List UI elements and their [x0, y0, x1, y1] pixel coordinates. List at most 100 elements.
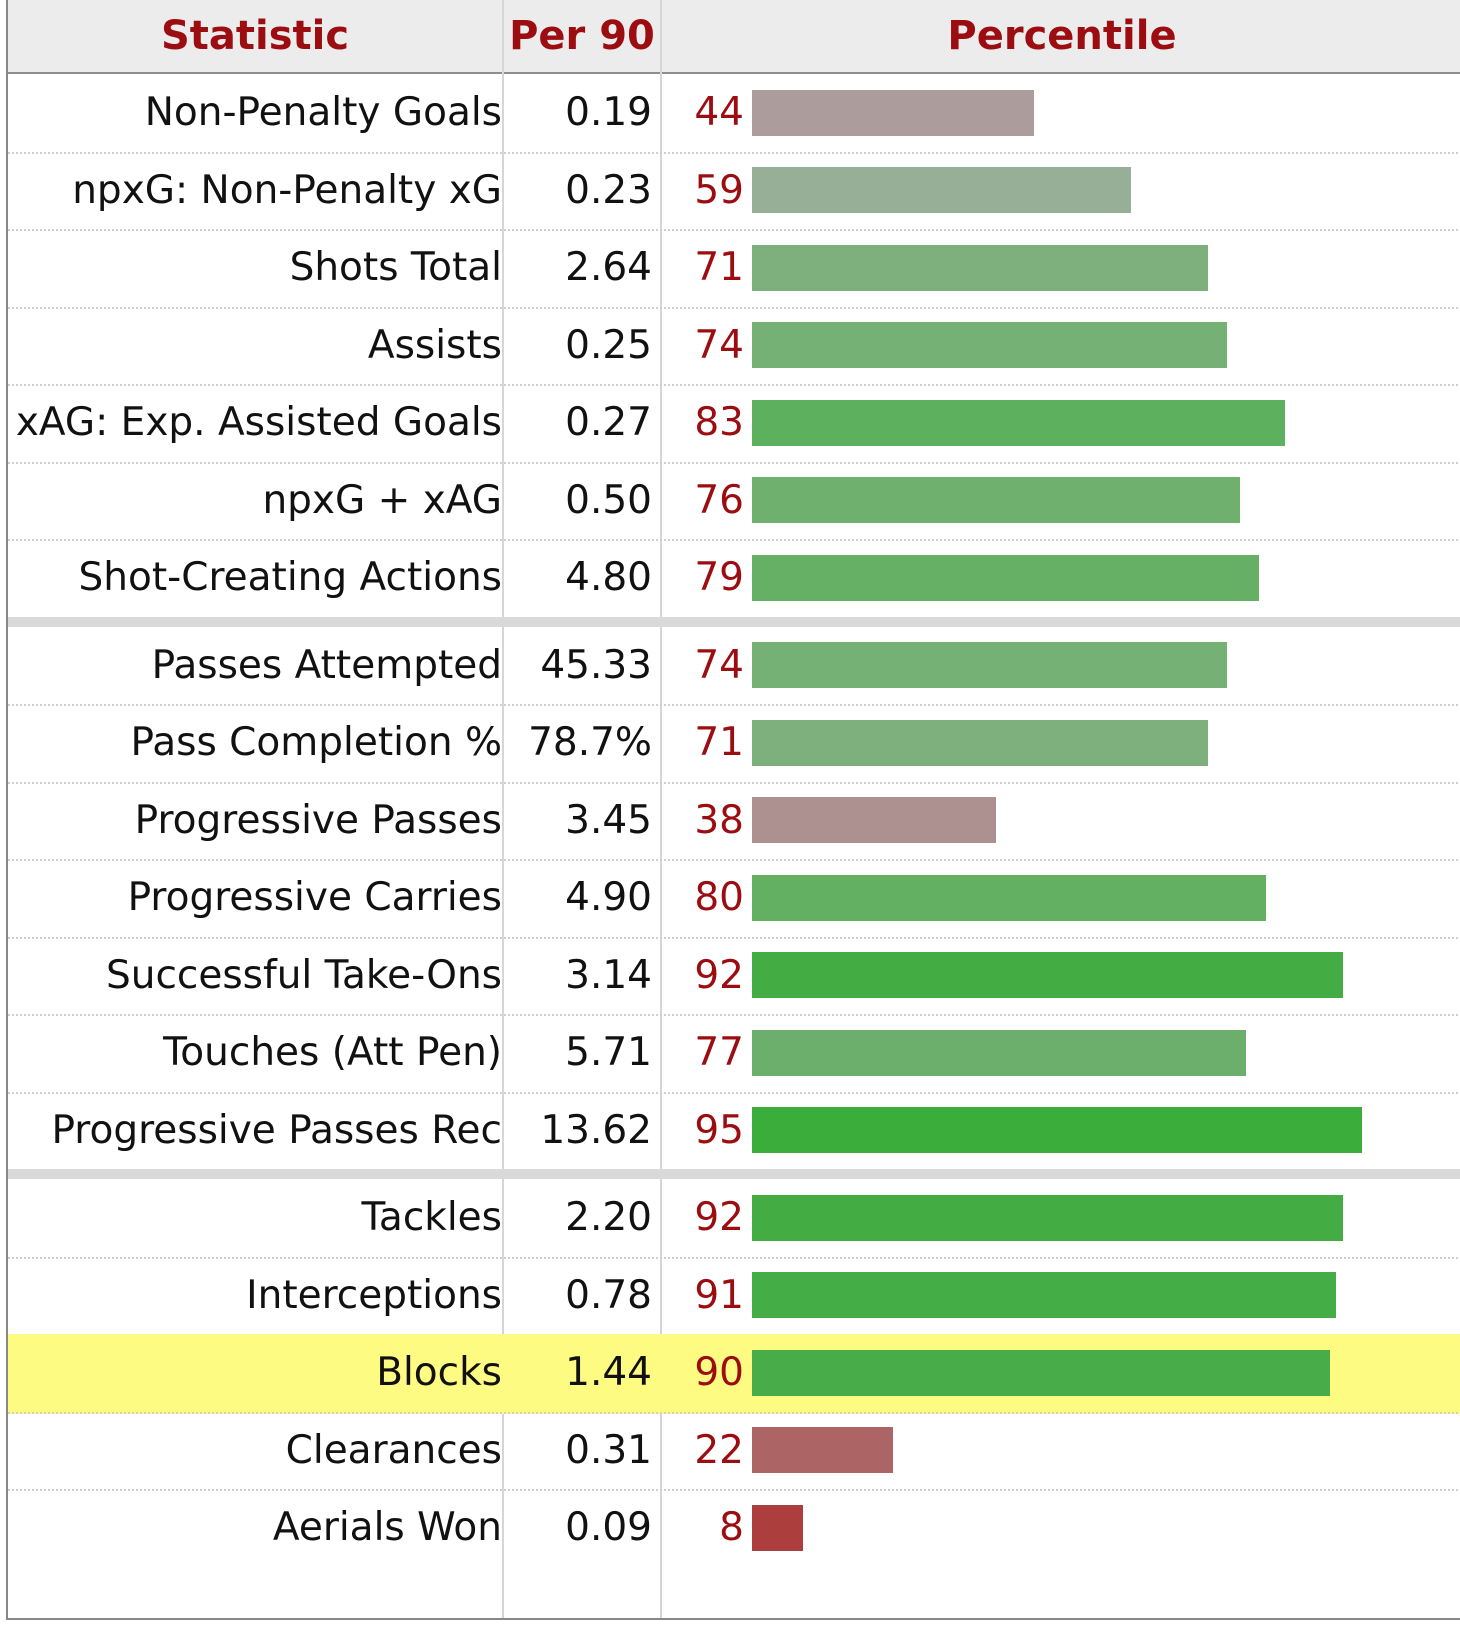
stat-name: Progressive Passes	[134, 797, 502, 843]
table-row: Progressive Passes Rec 13.62 95	[8, 1092, 1460, 1170]
percentile-value: 74	[694, 642, 744, 688]
table-row: Blocks 1.44 90	[8, 1334, 1460, 1414]
per90-value: 2.20	[565, 1195, 652, 1241]
per90-value: 5.71	[565, 1030, 652, 1076]
stat-name: Shot-Creating Actions	[78, 555, 502, 601]
percentile-bar	[752, 797, 996, 844]
header-percentile[interactable]: Percentile	[947, 13, 1177, 59]
percentile-bar	[752, 1029, 1246, 1076]
percentile-bar	[752, 1427, 893, 1474]
stat-name: npxG: Non-Penalty xG	[72, 167, 502, 213]
percentile-bar	[752, 554, 1259, 601]
scouting-report-table: Statistic Per 90 Percentile Non-Penalty …	[6, 0, 1460, 1620]
table-row: Pass Completion % 78.7% 71	[8, 704, 1460, 784]
table-row: Touches (Att Pen) 5.71 77	[8, 1014, 1460, 1094]
per90-value: 13.62	[540, 1107, 652, 1153]
per90-value: 2.64	[565, 245, 652, 291]
table-row: Shot-Creating Actions 4.80 79	[8, 539, 1460, 617]
per90-value: 3.14	[565, 952, 652, 998]
table-row: Non-Penalty Goals 0.19 44	[8, 74, 1460, 154]
table-row: Successful Take-Ons 3.14 92	[8, 937, 1460, 1016]
percentile-bar	[752, 167, 1131, 214]
percentile-value: 79	[694, 555, 744, 601]
percentile-value: 71	[694, 245, 744, 291]
header-statistic[interactable]: Statistic	[160, 13, 350, 59]
percentile-value: 77	[694, 1030, 744, 1076]
table-row: Clearances 0.31 22	[8, 1412, 1460, 1491]
table-row: npxG: Non-Penalty xG 0.23 59	[8, 152, 1460, 231]
table-row: xAG: Exp. Assisted Goals 0.27 83	[8, 384, 1460, 464]
per90-value: 0.19	[565, 90, 652, 136]
per90-value: 0.78	[565, 1272, 652, 1318]
percentile-bar	[752, 322, 1227, 369]
percentile-bar	[752, 1504, 803, 1551]
percentile-bar	[752, 952, 1343, 999]
stat-name: Aerials Won	[272, 1505, 502, 1551]
per90-value: 0.25	[565, 322, 652, 368]
percentile-value: 76	[694, 477, 744, 523]
stat-name: Successful Take-Ons	[105, 952, 502, 998]
stat-name: Progressive Passes Rec	[51, 1107, 502, 1153]
per90-value: 0.31	[565, 1427, 652, 1473]
percentile-value: 95	[694, 1107, 744, 1153]
table-row: Interceptions 0.78 91	[8, 1257, 1460, 1336]
percentile-bar	[752, 89, 1034, 136]
stat-name: Passes Attempted	[151, 642, 502, 688]
per90-value: 1.44	[565, 1350, 652, 1396]
percentile-value: 91	[694, 1272, 744, 1318]
percentile-value: 90	[694, 1350, 744, 1396]
table-row: Progressive Carries 4.90 80	[8, 859, 1460, 939]
percentile-value: 22	[694, 1427, 744, 1473]
stat-name: Touches (Att Pen)	[163, 1030, 502, 1076]
table-row: Aerials Won 0.09 8	[8, 1489, 1460, 1567]
table-row: Passes Attempted 45.33 74	[8, 627, 1460, 706]
percentile-value: 44	[694, 90, 744, 136]
per90-value: 0.23	[565, 167, 652, 213]
percentile-value: 92	[694, 1195, 744, 1241]
percentile-value: 92	[694, 952, 744, 998]
stat-name: Interceptions	[246, 1272, 502, 1318]
per90-value: 45.33	[540, 642, 652, 688]
percentile-value: 59	[694, 167, 744, 213]
table-row: Progressive Passes 3.45 38	[8, 782, 1460, 861]
stat-name: Tackles	[361, 1195, 502, 1241]
stat-name: Shots Total	[289, 245, 502, 291]
percentile-bar	[752, 1349, 1330, 1396]
percentile-value: 74	[694, 322, 744, 368]
per90-value: 0.09	[565, 1505, 652, 1551]
percentile-value: 38	[694, 797, 744, 843]
percentile-bar	[752, 874, 1266, 921]
table-row: Shots Total 2.64 71	[8, 229, 1460, 309]
percentile-bar	[752, 244, 1208, 291]
header-per90[interactable]: Per 90	[509, 13, 655, 59]
per90-value: 4.80	[565, 555, 652, 601]
percentile-bar	[752, 399, 1285, 446]
percentile-value: 80	[694, 875, 744, 921]
per90-value: 0.50	[565, 477, 652, 523]
stat-name: Non-Penalty Goals	[144, 90, 502, 136]
percentile-bar	[752, 642, 1227, 689]
group-separator	[8, 616, 1460, 627]
stat-name: Clearances	[285, 1427, 502, 1473]
percentile-value: 8	[719, 1505, 744, 1551]
table-header: Statistic Per 90 Percentile	[8, 0, 1460, 74]
per90-value: 78.7%	[528, 720, 652, 766]
per90-value: 3.45	[565, 797, 652, 843]
percentile-bar	[752, 477, 1240, 524]
stat-name: Assists	[367, 322, 502, 368]
percentile-bar	[752, 1194, 1343, 1241]
percentile-bar	[752, 1272, 1336, 1319]
percentile-value: 83	[694, 400, 744, 446]
table-row: Tackles 2.20 92	[8, 1179, 1460, 1259]
stat-name: Pass Completion %	[130, 720, 502, 766]
table-row: Assists 0.25 74	[8, 307, 1460, 386]
table-row: npxG + xAG 0.50 76	[8, 462, 1460, 541]
percentile-bar	[752, 719, 1208, 766]
stat-name: npxG + xAG	[262, 477, 502, 523]
column-divider	[660, 0, 662, 1618]
percentile-bar	[752, 1107, 1362, 1154]
stat-name: Progressive Carries	[127, 875, 502, 921]
stat-name: xAG: Exp. Assisted Goals	[15, 400, 502, 446]
per90-value: 4.90	[565, 875, 652, 921]
percentile-value: 71	[694, 720, 744, 766]
